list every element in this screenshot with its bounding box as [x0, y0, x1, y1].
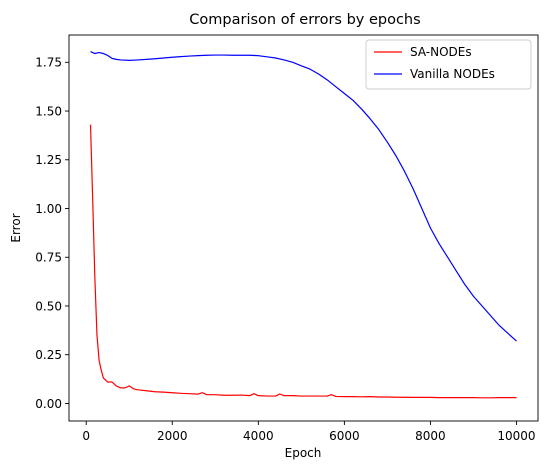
y-axis-ticks: 0.00 0.25 0.50 0.75 1.00 1.25 1.50 1.75: [35, 56, 69, 411]
x-axis-ticks: 0 2000 4000 6000 8000 10000: [82, 421, 536, 443]
series-line-vanilla-nodes: [90, 51, 517, 342]
x-tick-label: 2000: [157, 429, 188, 443]
plot-lines: [89, 51, 517, 399]
series-line-sa-nodes: [89, 124, 517, 399]
y-tick-label: 1.75: [35, 56, 62, 70]
plot-area: [69, 35, 538, 421]
y-tick-label: 1.00: [35, 202, 62, 216]
x-tick-label: 8000: [415, 429, 446, 443]
legend-label-sa-nodes: SA-NODEs: [410, 45, 472, 59]
y-tick-label: 0.50: [35, 299, 62, 313]
y-tick-label: 1.25: [35, 153, 62, 167]
chart-title: Comparison of errors by epochs: [189, 12, 420, 28]
y-tick-label: 0.25: [35, 348, 62, 362]
plot-frame: [68, 34, 539, 422]
legend-box: [365, 39, 532, 90]
legend: SA-NODEs Vanilla NODEs: [365, 39, 532, 90]
x-tick-label: 6000: [329, 429, 360, 443]
y-axis-label: Error: [9, 213, 23, 242]
x-tick-label: 10000: [497, 429, 535, 443]
x-axis-label: Epoch: [285, 446, 322, 460]
x-tick-label: 4000: [243, 429, 274, 443]
y-tick-label: 1.50: [35, 104, 62, 118]
y-tick-label: 0.75: [35, 251, 62, 265]
x-tick-label: 0: [82, 429, 90, 443]
y-tick-label: 0.00: [35, 397, 62, 411]
legend-label-vanilla-nodes: Vanilla NODEs: [410, 67, 495, 81]
